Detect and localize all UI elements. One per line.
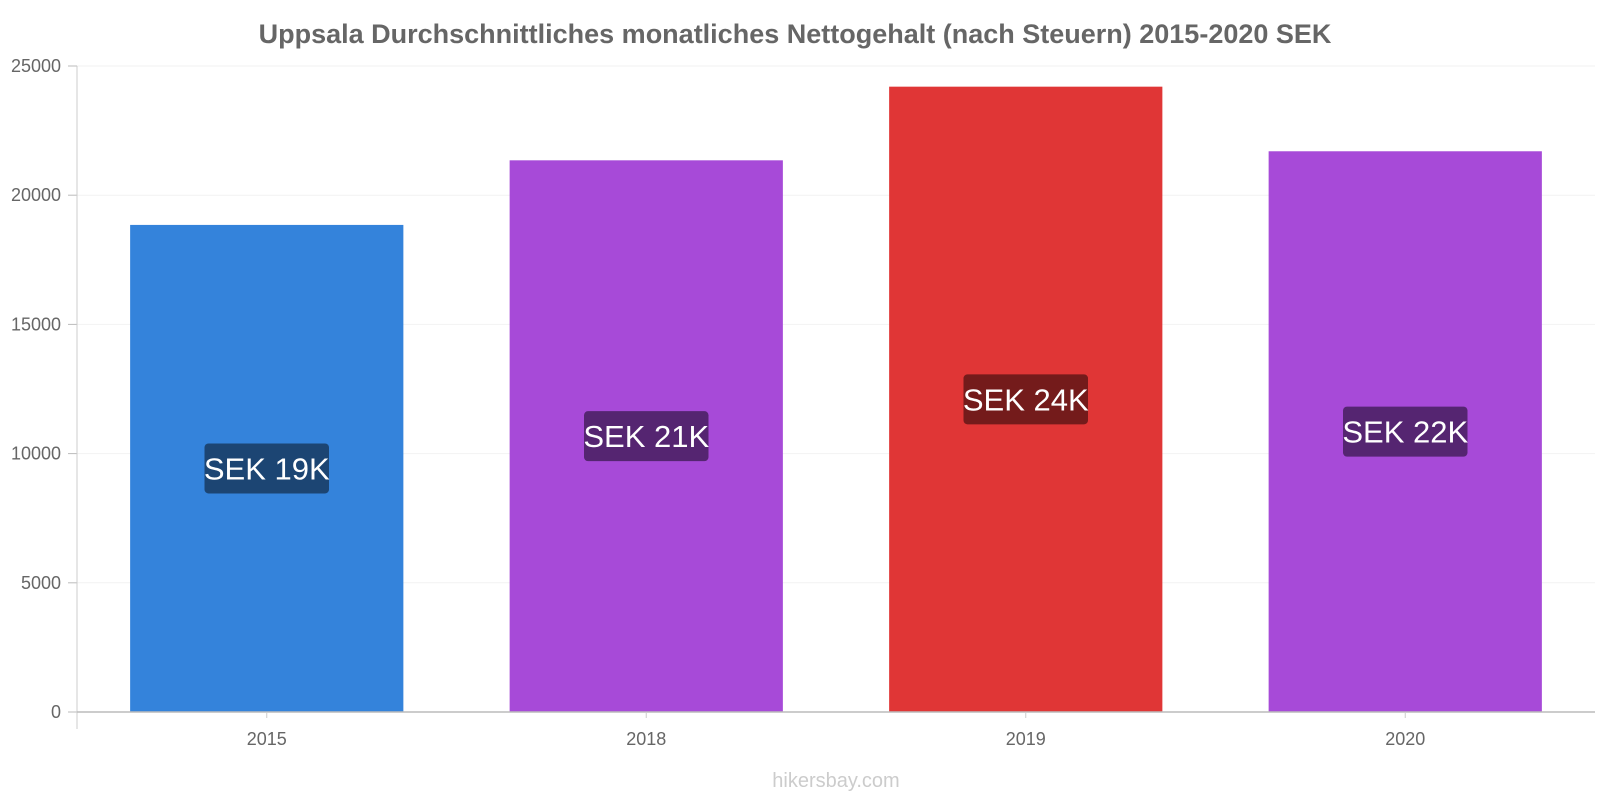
x-category-label: 2019 [1006, 729, 1046, 749]
bar-value-label: SEK 21K [583, 419, 709, 454]
y-tick-label: 10000 [11, 444, 61, 464]
chart-title: Uppsala Durchschnittliches monatliches N… [259, 19, 1332, 49]
x-axis-categories: 2015 2018 2019 2020 [247, 712, 1425, 749]
y-tick-label: 5000 [21, 573, 61, 593]
bars: SEK 19K SEK 21K SEK 24K SEK 22K [130, 86, 1542, 713]
bar-label-box [584, 411, 709, 462]
x-category-label: 2018 [626, 729, 666, 749]
x-category-label: 2020 [1385, 729, 1425, 749]
bar-value-label: SEK 19K [204, 451, 330, 486]
bar-label-box [963, 374, 1088, 425]
bar-label-box [1343, 406, 1468, 457]
y-tick-label: 20000 [11, 185, 61, 205]
y-tick-label: 15000 [11, 314, 61, 334]
bar-value-label: SEK 22K [1342, 415, 1468, 450]
x-category-label: 2015 [247, 729, 287, 749]
footer-source: hikersbay.com [772, 770, 899, 792]
y-tick-label: 25000 [11, 56, 61, 76]
y-tick-label: 0 [51, 702, 61, 722]
bar-label-box [204, 443, 329, 494]
y-axis-ticks: 0 5000 10000 15000 20000 25000 [11, 56, 77, 722]
bar-value-label: SEK 24K [963, 382, 1089, 417]
